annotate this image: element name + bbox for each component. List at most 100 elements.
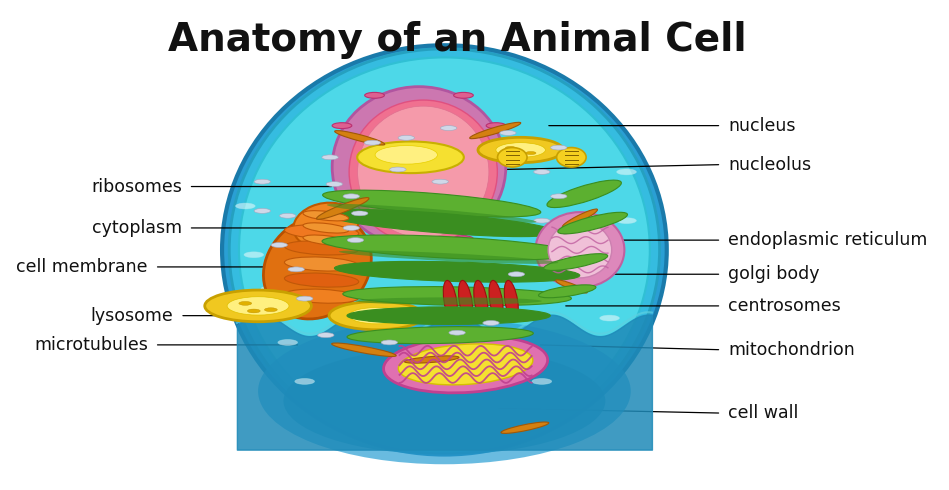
Ellipse shape bbox=[244, 252, 264, 258]
Ellipse shape bbox=[280, 213, 296, 218]
Text: nucleus: nucleus bbox=[728, 117, 795, 135]
Ellipse shape bbox=[357, 142, 464, 173]
Ellipse shape bbox=[239, 57, 650, 442]
Ellipse shape bbox=[317, 197, 369, 220]
Ellipse shape bbox=[205, 290, 311, 322]
Ellipse shape bbox=[556, 280, 587, 293]
Text: cell wall: cell wall bbox=[728, 404, 798, 422]
Ellipse shape bbox=[323, 190, 541, 217]
Ellipse shape bbox=[296, 296, 313, 301]
Ellipse shape bbox=[512, 152, 522, 155]
Ellipse shape bbox=[343, 225, 360, 230]
Ellipse shape bbox=[239, 301, 251, 305]
Ellipse shape bbox=[398, 135, 415, 140]
Ellipse shape bbox=[329, 301, 424, 330]
Text: golgi body: golgi body bbox=[728, 265, 820, 283]
Ellipse shape bbox=[526, 151, 536, 154]
Ellipse shape bbox=[347, 327, 533, 343]
Ellipse shape bbox=[556, 147, 586, 167]
Ellipse shape bbox=[364, 93, 384, 98]
Ellipse shape bbox=[501, 422, 549, 434]
Ellipse shape bbox=[454, 93, 474, 98]
Ellipse shape bbox=[505, 147, 515, 149]
Ellipse shape bbox=[489, 280, 503, 321]
Ellipse shape bbox=[271, 243, 288, 247]
Ellipse shape bbox=[358, 106, 489, 238]
Ellipse shape bbox=[496, 143, 546, 157]
Ellipse shape bbox=[504, 280, 518, 321]
Ellipse shape bbox=[285, 225, 359, 239]
Ellipse shape bbox=[563, 209, 598, 227]
Ellipse shape bbox=[430, 378, 450, 384]
Ellipse shape bbox=[404, 356, 459, 363]
Ellipse shape bbox=[500, 130, 516, 135]
Ellipse shape bbox=[326, 182, 343, 187]
Ellipse shape bbox=[303, 211, 348, 221]
Ellipse shape bbox=[474, 280, 488, 321]
Ellipse shape bbox=[326, 204, 536, 223]
Ellipse shape bbox=[364, 140, 381, 145]
Ellipse shape bbox=[349, 100, 497, 244]
Ellipse shape bbox=[538, 285, 596, 298]
Ellipse shape bbox=[254, 179, 270, 184]
Text: cell membrane: cell membrane bbox=[16, 258, 148, 276]
Ellipse shape bbox=[322, 155, 338, 160]
Ellipse shape bbox=[497, 147, 527, 167]
Ellipse shape bbox=[544, 254, 607, 270]
Ellipse shape bbox=[264, 215, 371, 319]
Text: ribosomes: ribosomes bbox=[91, 177, 182, 196]
Ellipse shape bbox=[332, 87, 506, 247]
Ellipse shape bbox=[347, 307, 550, 324]
Ellipse shape bbox=[285, 273, 359, 287]
Ellipse shape bbox=[382, 318, 394, 321]
Ellipse shape bbox=[550, 194, 567, 199]
Ellipse shape bbox=[285, 257, 359, 271]
Ellipse shape bbox=[390, 167, 406, 172]
Ellipse shape bbox=[332, 122, 352, 128]
Ellipse shape bbox=[440, 125, 456, 130]
Ellipse shape bbox=[399, 344, 532, 385]
Ellipse shape bbox=[356, 297, 542, 305]
Ellipse shape bbox=[533, 218, 550, 223]
Ellipse shape bbox=[458, 280, 473, 321]
Ellipse shape bbox=[335, 131, 384, 145]
Ellipse shape bbox=[265, 308, 277, 312]
Ellipse shape bbox=[443, 280, 457, 321]
Ellipse shape bbox=[486, 205, 506, 211]
Ellipse shape bbox=[509, 272, 525, 277]
Ellipse shape bbox=[293, 203, 358, 248]
Text: centrosomes: centrosomes bbox=[728, 297, 841, 315]
Ellipse shape bbox=[364, 236, 384, 242]
Ellipse shape bbox=[343, 194, 360, 199]
Ellipse shape bbox=[360, 312, 371, 315]
Ellipse shape bbox=[235, 203, 255, 209]
Ellipse shape bbox=[248, 309, 260, 313]
Ellipse shape bbox=[339, 250, 558, 264]
Ellipse shape bbox=[347, 238, 363, 243]
Ellipse shape bbox=[558, 212, 627, 234]
Ellipse shape bbox=[486, 122, 506, 128]
Ellipse shape bbox=[222, 45, 667, 455]
Ellipse shape bbox=[318, 333, 334, 338]
Ellipse shape bbox=[478, 137, 564, 163]
Ellipse shape bbox=[550, 145, 567, 150]
Ellipse shape bbox=[533, 170, 550, 174]
Ellipse shape bbox=[261, 286, 281, 292]
Ellipse shape bbox=[230, 49, 660, 451]
Ellipse shape bbox=[375, 146, 437, 164]
Ellipse shape bbox=[381, 340, 398, 345]
Ellipse shape bbox=[303, 235, 348, 245]
Ellipse shape bbox=[351, 211, 368, 216]
Ellipse shape bbox=[454, 236, 474, 242]
Ellipse shape bbox=[535, 212, 624, 288]
Text: mitochondrion: mitochondrion bbox=[728, 341, 855, 359]
Ellipse shape bbox=[549, 222, 612, 278]
Ellipse shape bbox=[383, 336, 548, 393]
Ellipse shape bbox=[254, 208, 270, 213]
Ellipse shape bbox=[432, 179, 448, 184]
Ellipse shape bbox=[600, 315, 620, 321]
Ellipse shape bbox=[285, 289, 359, 303]
Ellipse shape bbox=[258, 318, 631, 464]
Ellipse shape bbox=[323, 210, 558, 237]
Ellipse shape bbox=[227, 297, 289, 315]
